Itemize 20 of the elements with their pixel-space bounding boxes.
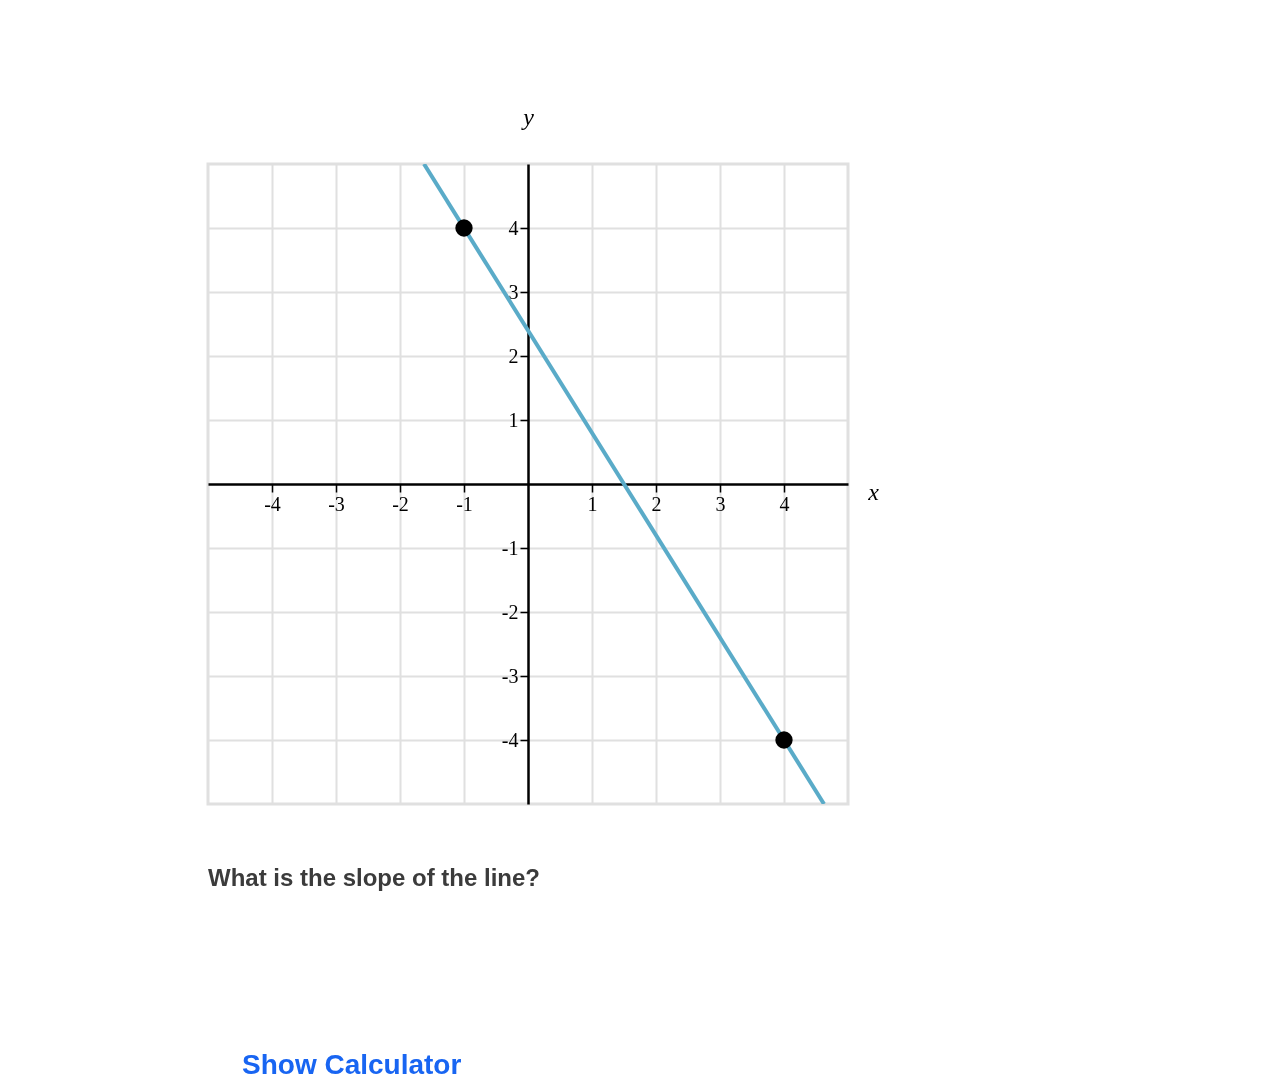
x-tick-label: -4: [264, 492, 281, 515]
text: Show Calculator: [242, 1049, 462, 1080]
x-axis-title: x: [867, 478, 880, 505]
y-tick-label: -4: [501, 728, 519, 751]
y-tick-label: -3: [501, 664, 519, 687]
y-tick-label: 2: [508, 344, 519, 367]
text: What is the slope of the line?: [208, 864, 541, 891]
y-tick-label: 4: [508, 216, 519, 239]
x-tick-label: -2: [392, 492, 409, 515]
x-tick-label: 1: [587, 492, 598, 515]
y-tick-label: -2: [501, 600, 519, 623]
y-tick-label: 1: [508, 408, 519, 431]
y-tick-label: -1: [501, 536, 519, 559]
x-tick-label: 3: [715, 492, 726, 515]
x-tick-label: -3: [328, 492, 345, 515]
x-tick-label: 4: [779, 492, 790, 515]
x-tick-label: 2: [651, 492, 662, 515]
x-tick-label: -1: [456, 492, 473, 515]
y-axis-title: y: [521, 103, 535, 130]
y-tick-label: 3: [508, 280, 519, 303]
